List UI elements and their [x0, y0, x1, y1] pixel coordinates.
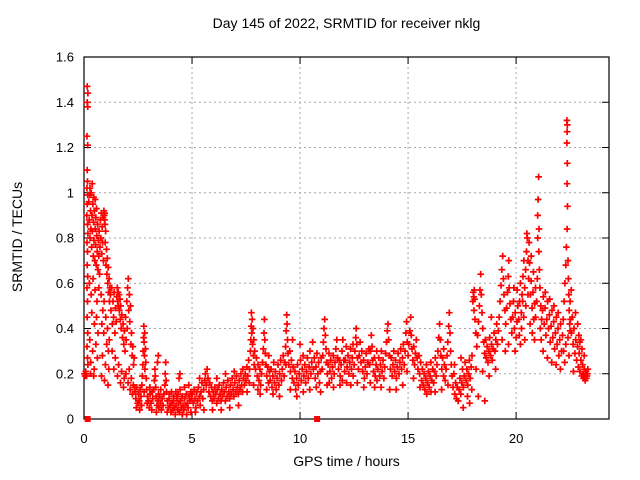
y-tick-label: 0.4: [56, 321, 74, 336]
y-tick-label: 0.2: [56, 366, 74, 381]
chart-title: Day 145 of 2022, SRMTID for receiver nkl…: [212, 15, 481, 31]
y-tick-label: 0.8: [56, 231, 74, 246]
y-tick-label: 1.2: [56, 140, 74, 155]
x-axis-label: GPS time / hours: [293, 453, 400, 469]
zero-marker: [314, 416, 321, 422]
y-axis-label: SRMTID / TECUs: [9, 181, 25, 293]
scatter-points: [81, 83, 592, 418]
y-tick-label: 1: [67, 185, 74, 200]
y-tick-label: 1.6: [56, 50, 74, 65]
y-tick-label: 0: [67, 412, 74, 427]
x-tick-label: 20: [509, 431, 523, 446]
y-tick-label: 1.4: [56, 95, 74, 110]
y-tick-label: 0.6: [56, 276, 74, 291]
x-tick-label: 15: [401, 431, 415, 446]
zero-marker: [84, 416, 91, 422]
x-tick-label: 10: [293, 431, 307, 446]
x-tick-label: 5: [188, 431, 195, 446]
x-tick-label: 0: [80, 431, 87, 446]
